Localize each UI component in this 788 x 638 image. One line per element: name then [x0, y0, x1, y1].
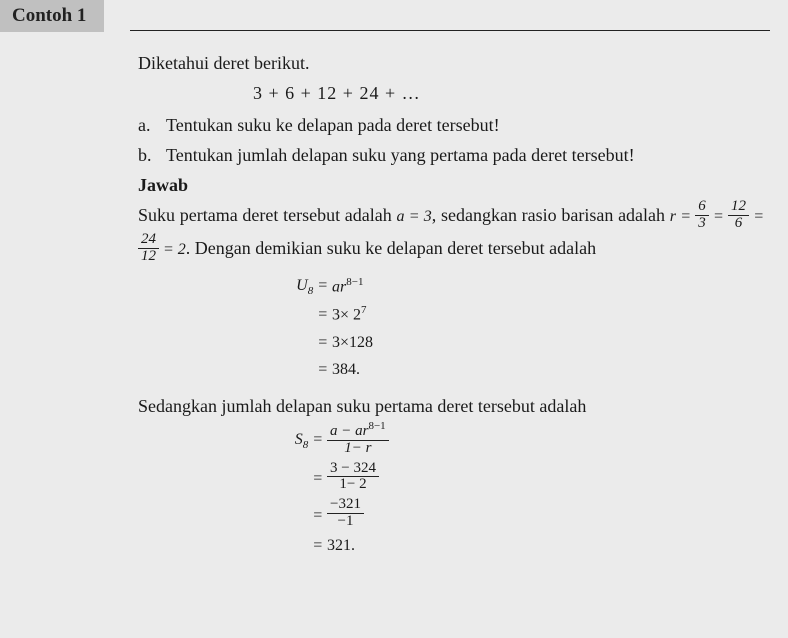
- example-tab: Contoh 1: [0, 0, 104, 32]
- text-a: Tentukan suku ke delapan pada deret ters…: [166, 112, 764, 140]
- text-b: Tentukan jumlah delapan suku yang pertam…: [166, 142, 764, 170]
- a-equals-3: a = 3: [397, 208, 432, 225]
- answer-heading: Jawab: [138, 172, 764, 200]
- paragraph-1: Suku pertama deret tersebut adalah a = 3…: [138, 201, 764, 266]
- label-b: b.: [138, 142, 166, 170]
- intro-text: Diketahui deret berikut.: [138, 50, 764, 78]
- para1-b: , sedangkan rasio barisan adalah: [432, 205, 670, 225]
- question-a: a. Tentukan suku ke delapan pada deret t…: [138, 112, 764, 140]
- para1-a: Suku pertama deret tersebut adalah: [138, 205, 397, 225]
- s8-derivation: S8 = a − ar8−11− r = 3 − 3241− 2 = −321−…: [138, 423, 764, 555]
- para1-c: . Dengan demikian suku ke delapan deret …: [186, 238, 596, 258]
- paragraph-2: Sedangkan jumlah delapan suku pertama de…: [138, 393, 764, 421]
- series-expression: 3 + 6 + 12 + 24 + …: [138, 80, 764, 108]
- content-area: Diketahui deret berikut. 3 + 6 + 12 + 24…: [0, 32, 788, 555]
- question-b: b. Tentukan jumlah delapan suku yang per…: [138, 142, 764, 170]
- label-a: a.: [138, 112, 166, 140]
- u8-derivation: U8 = ar8−1 = 3× 27 = 3×128 = 384.: [138, 272, 764, 383]
- divider: [130, 30, 770, 31]
